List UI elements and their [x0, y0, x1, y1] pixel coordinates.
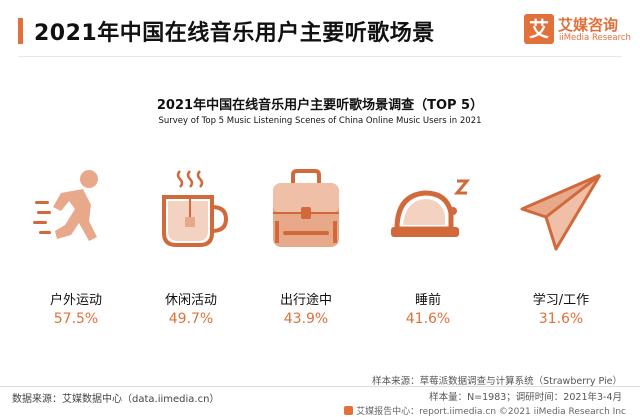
scene-value: 41.6% [405, 311, 451, 327]
scene-item-leisure: 休闲活动 49.7% [136, 165, 246, 327]
logo-en-text: iiMedia Research [559, 33, 631, 43]
bag-icon [273, 169, 339, 247]
scene-item-study-work: 学习/工作 31.6% [506, 165, 616, 327]
logo-cn-text: 艾媒咨询 [558, 16, 619, 34]
tea-cup-icon [162, 170, 229, 247]
scene-label: 出行途中 [279, 293, 332, 308]
data-source: 数据来源：艾媒数据中心（data.iimedia.cn） [12, 394, 220, 405]
iimedia-logo: 艾 艾媒咨询 iiMedia Research [524, 14, 634, 48]
sample-size: 样本量：N=1983；调研时间：2021年3-4月 [429, 392, 622, 403]
scene-label: 睡前 [414, 293, 441, 308]
scene-label: 休闲活动 [164, 293, 217, 308]
page-title: 2021年中国在线音乐用户主要听歌场景 [34, 21, 435, 46]
scene-label: 学习/工作 [532, 293, 590, 308]
title-accent-bar [18, 18, 23, 44]
report-credit: 艾媒报告中心：report.iimedia.cn ©2021 iiMedia R… [344, 404, 626, 417]
scene-label: 户外运动 [49, 293, 102, 308]
runner-icon [33, 170, 98, 241]
credit-text: 艾媒报告中心：report.iimedia.cn ©2021 iiMedia R… [356, 407, 626, 417]
scene-value: 31.6% [538, 311, 584, 327]
credit-logo-icon [344, 406, 354, 415]
scene-value: 57.5% [53, 311, 99, 327]
scene-item-commute: 出行途中 43.9% [251, 165, 361, 327]
scene-item-bedtime: 睡前 41.6% [373, 165, 483, 327]
scene-value: 43.9% [283, 311, 329, 327]
chart-title: 2021年中国在线音乐用户主要听歌场景调查（TOP 5） [156, 98, 484, 113]
paper-plane-icon [520, 173, 602, 251]
sleeping-cap-icon [391, 179, 471, 237]
footer-divider [0, 386, 640, 387]
chart-subtitle: Survey of Top 5 Music Listening Scenes o… [158, 116, 482, 126]
logo-mark: 艾 [524, 14, 554, 44]
sample-source: 样本来源：草莓派数据调查与计算系统（Strawberry Pie） [372, 376, 622, 387]
scene-value: 49.7% [168, 311, 214, 327]
scene-item-outdoor-sports: 户外运动 57.5% [21, 165, 131, 327]
title-divider [18, 56, 622, 57]
